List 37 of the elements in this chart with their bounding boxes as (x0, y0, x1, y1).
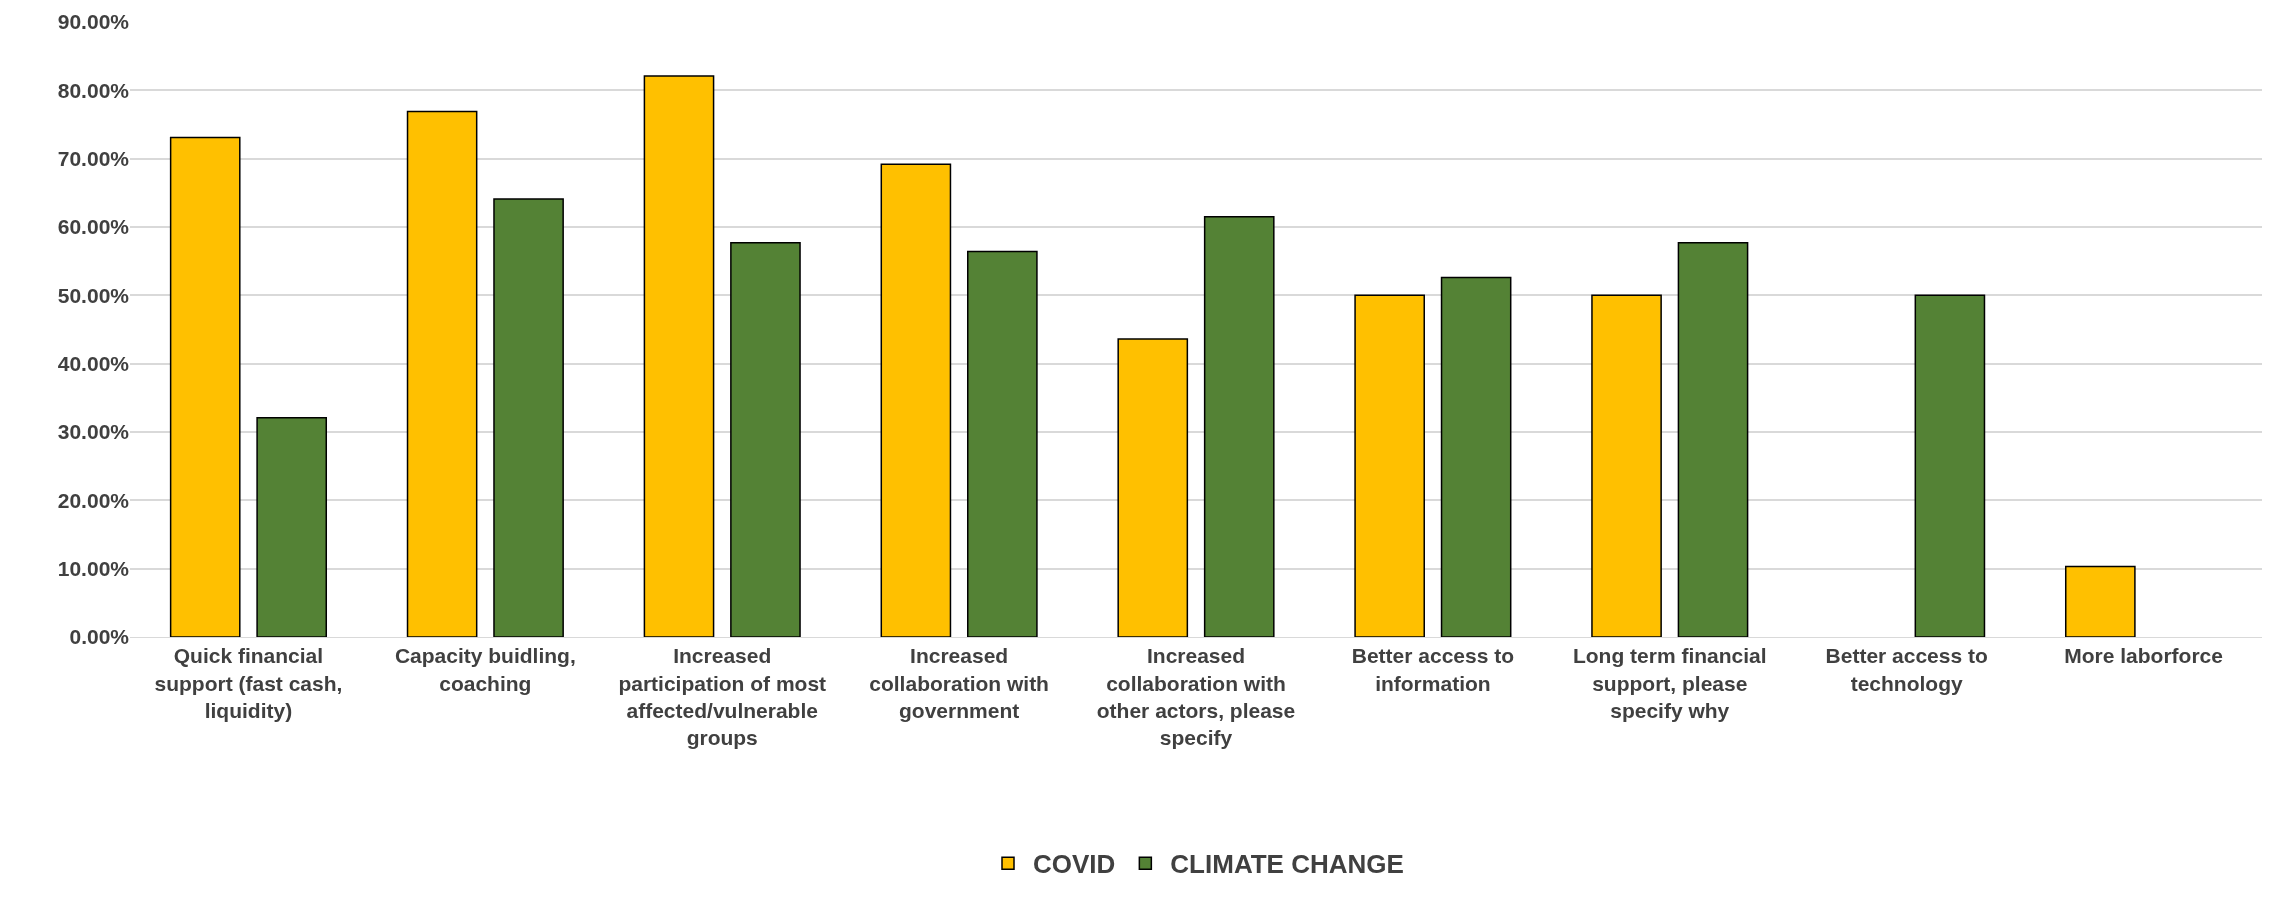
bar (256, 416, 328, 637)
bar (406, 110, 478, 637)
y-tick-label: 50.00% (57, 283, 130, 307)
bar (643, 75, 715, 637)
y-tick-label: 0.00% (69, 625, 130, 649)
bar (1914, 294, 1986, 637)
legend-label: COVID (1033, 849, 1116, 880)
y-tick-label: 70.00% (57, 147, 130, 171)
bar (1117, 338, 1189, 637)
bar (493, 198, 564, 637)
bar (880, 163, 952, 637)
y-tick-label: 60.00% (57, 215, 130, 239)
bar (1591, 294, 1662, 637)
x-tick-label: Increased participation of most affected/vulnerable groups (618, 644, 827, 750)
x-tick-label: Better access to information (1351, 644, 1515, 695)
x-tick-label: More laborforce (2064, 644, 2223, 668)
y-tick-label: 30.00% (57, 420, 130, 444)
bar (1677, 241, 1749, 637)
y-tick-label: 80.00% (57, 78, 130, 102)
bar (2064, 565, 2136, 637)
x-tick-label: Quick financial support (fast cash, liquidity) (154, 644, 343, 722)
bar (1440, 276, 1512, 637)
bar (1354, 294, 1425, 637)
bar (967, 250, 1038, 637)
x-tick-label: Capacity buidling, coaching (394, 644, 576, 695)
x-tick-label: Increased collaboration with government (869, 644, 1049, 722)
x-tick-label: Long term financial support, please specify why (1572, 644, 1767, 722)
bar (1203, 216, 1275, 637)
bar (730, 241, 801, 637)
y-tick-label: 40.00% (57, 352, 130, 376)
legend-label: CLIMATE CHANGE (1170, 849, 1404, 880)
bar (169, 136, 241, 637)
x-tick-label: Increased collaboration with other actors, please specify (1096, 644, 1296, 750)
y-tick-label: 90.00% (57, 10, 130, 34)
y-tick-label: 20.00% (57, 488, 130, 512)
x-tick-label: Better access to technology (1825, 644, 1988, 695)
y-tick-label: 10.00% (57, 557, 130, 581)
